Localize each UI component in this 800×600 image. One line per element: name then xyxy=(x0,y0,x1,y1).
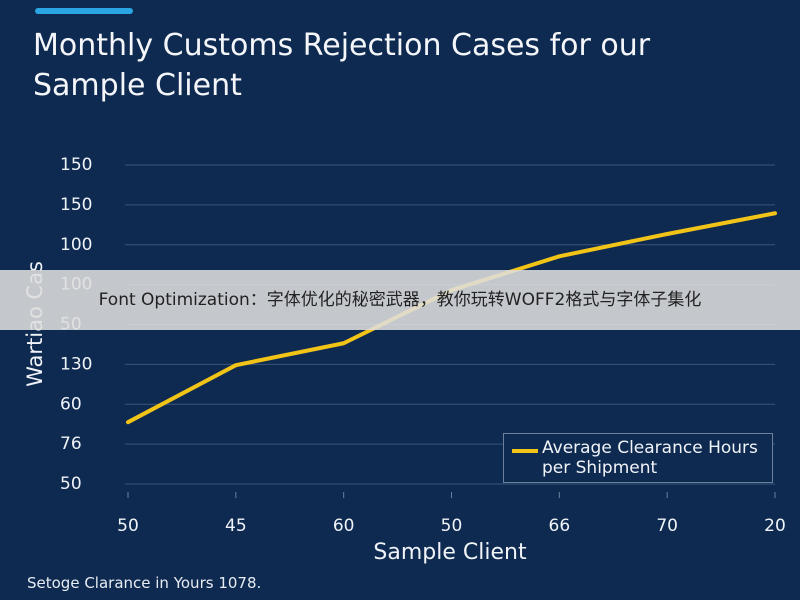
y-tick-label: 150 xyxy=(60,155,92,175)
legend: Average Clearance Hours per Shipment xyxy=(503,433,773,483)
y-tick-label: 100 xyxy=(60,235,92,255)
y-tick-label: 60 xyxy=(60,394,82,414)
accent-bar xyxy=(35,8,133,14)
legend-swatch xyxy=(512,449,538,453)
y-tick-label: 50 xyxy=(60,474,82,494)
x-tick-label: 50 xyxy=(117,516,139,536)
x-tick-label: 50 xyxy=(441,516,463,536)
x-tick-label: 66 xyxy=(549,516,571,536)
footer-note: Setoge Clarance in Yours 1078. xyxy=(27,574,262,592)
x-tick-label: 70 xyxy=(656,516,678,536)
banner: Font Optimization：字体优化的秘密武器，教你玩转WOFF2格式与… xyxy=(0,270,800,330)
y-tick-label: 150 xyxy=(60,195,92,215)
x-axis-label: Sample Client xyxy=(373,540,527,565)
x-tick-label: 45 xyxy=(225,516,247,536)
x-tick-label: 60 xyxy=(333,516,355,536)
y-tick-label: 76 xyxy=(60,434,82,454)
y-tick-label: 130 xyxy=(60,354,92,374)
legend-label: Average Clearance Hours per Shipment xyxy=(542,438,758,478)
x-tick-label: 20 xyxy=(764,516,786,536)
chart-title: Monthly Customs Rejection Cases for our … xyxy=(33,28,651,103)
